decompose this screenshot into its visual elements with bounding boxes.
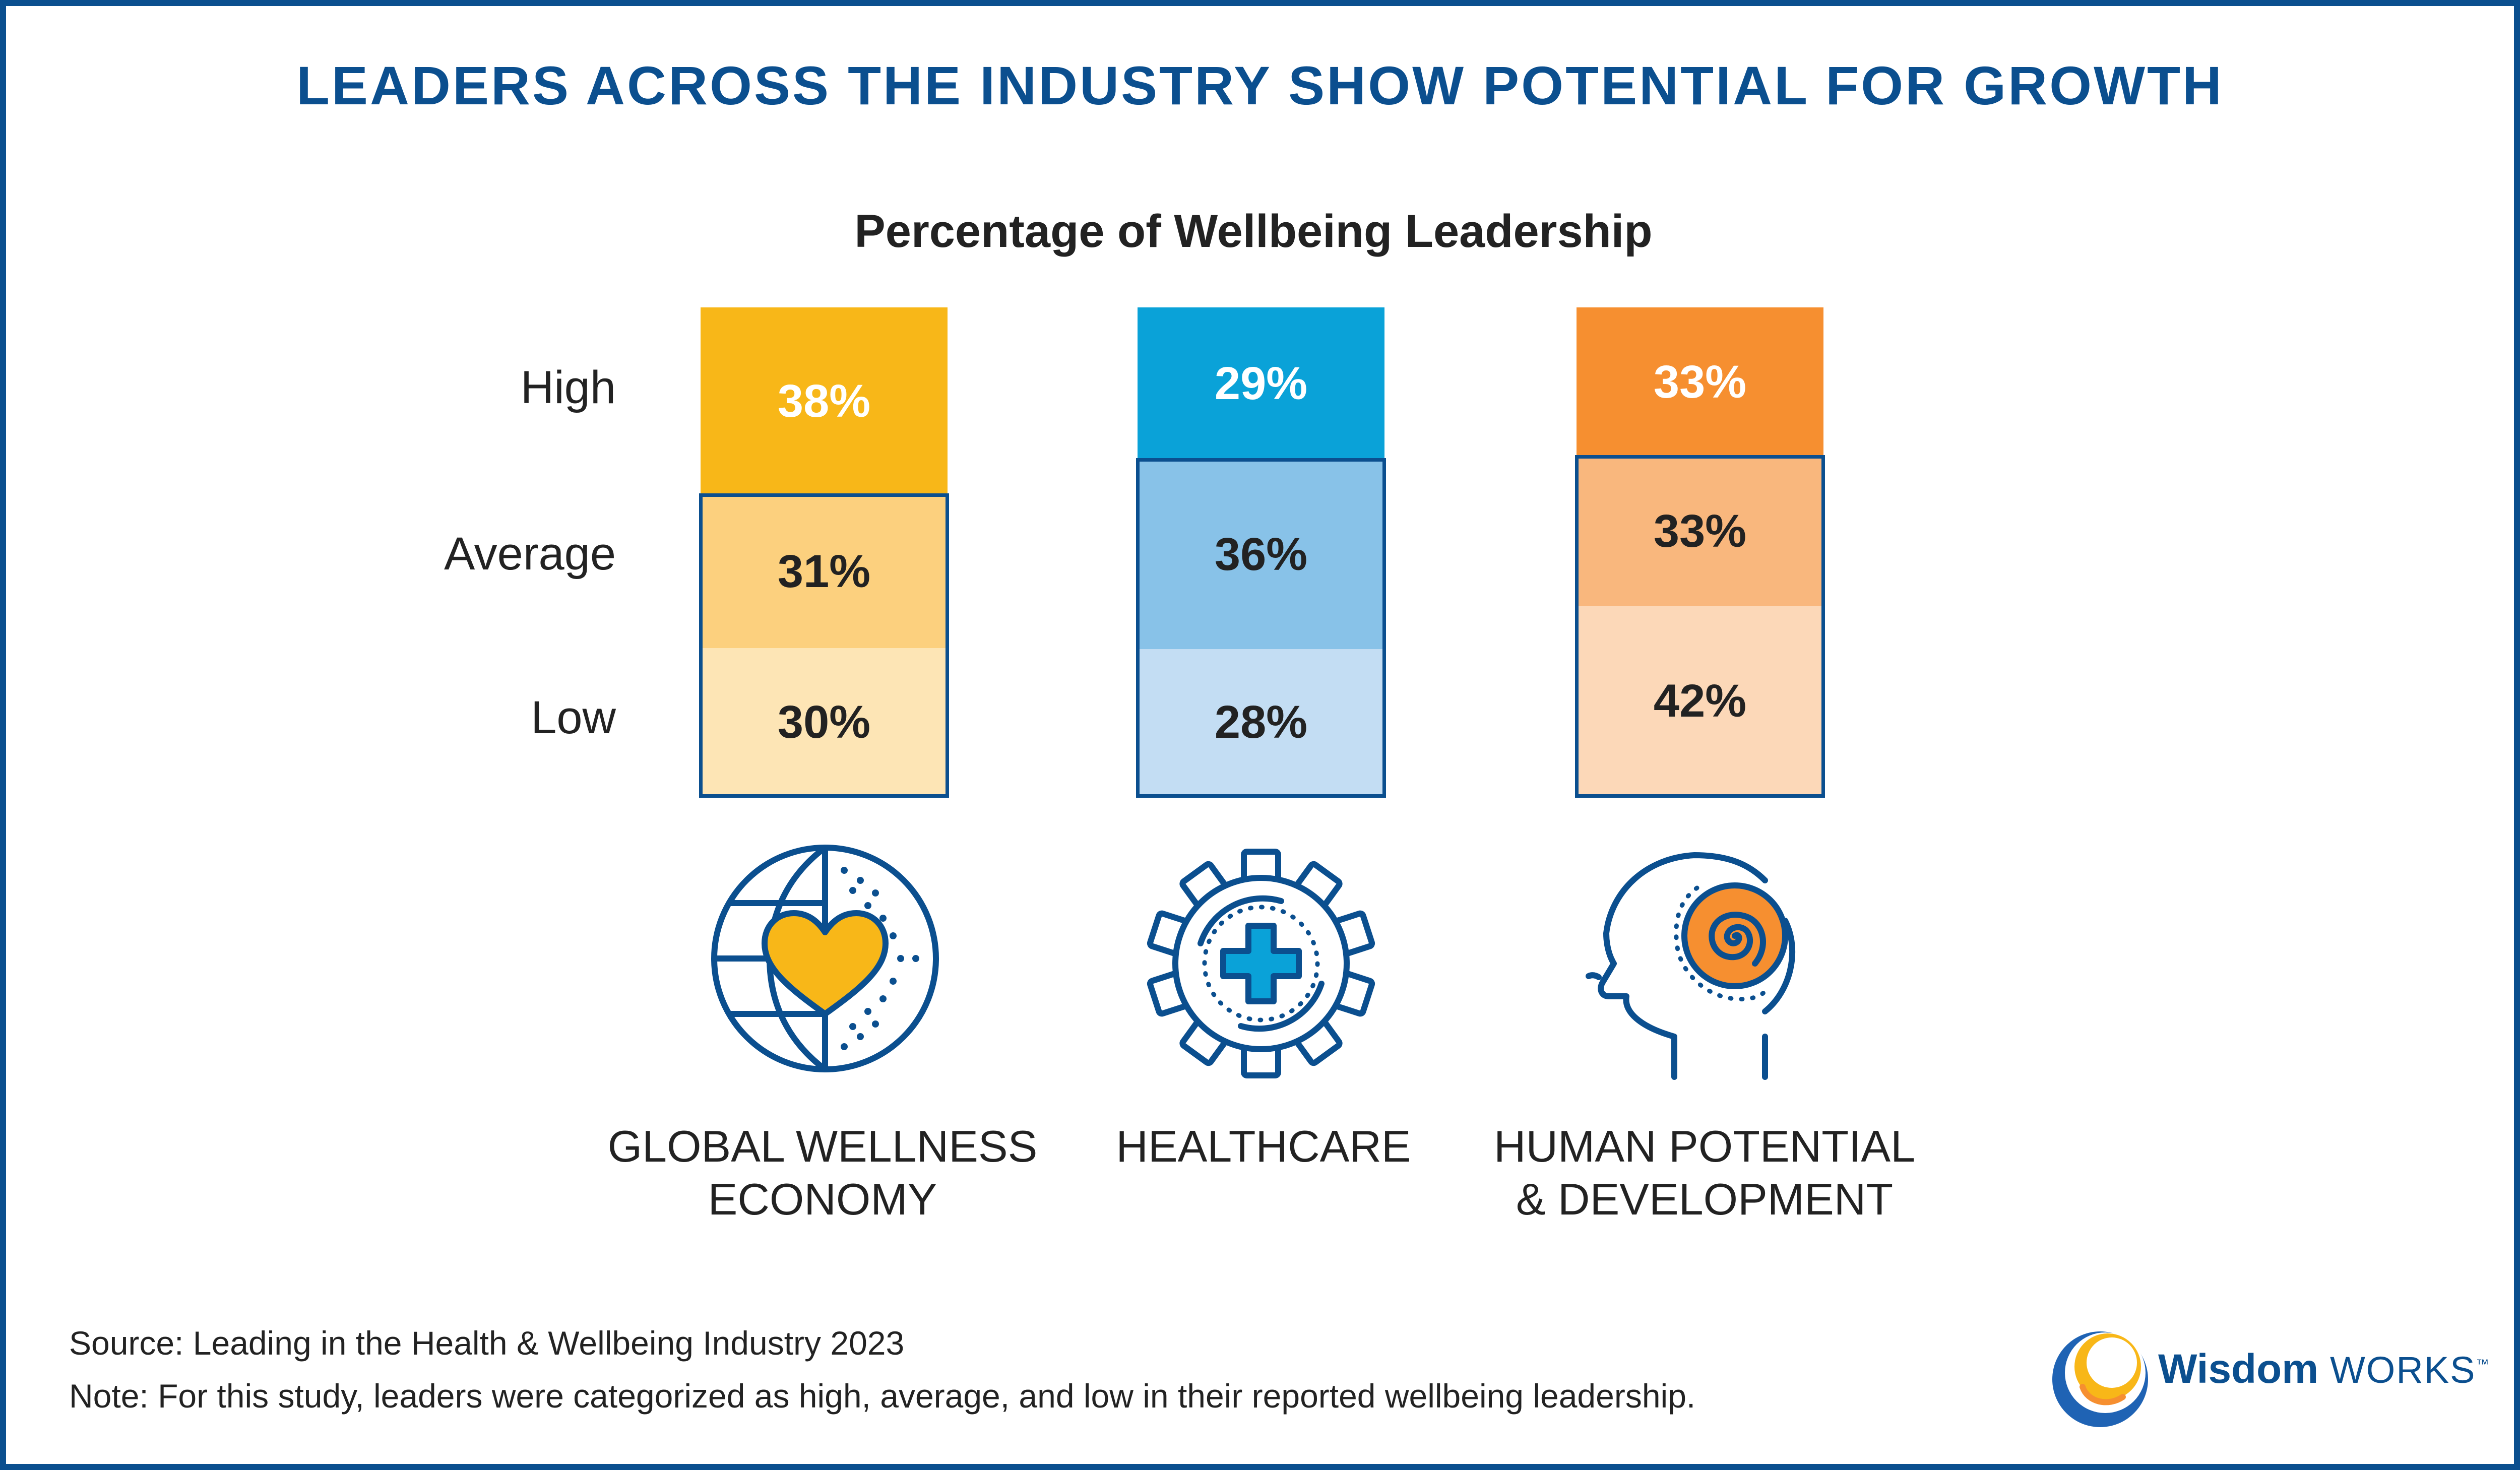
category-label-line: & DEVELOPMENT — [1516, 1174, 1894, 1224]
row-label-high: High — [520, 362, 616, 413]
row-label-average: Average — [444, 528, 616, 580]
category-label-line: HUMAN POTENTIAL — [1493, 1121, 1916, 1171]
category-label-healthcare: HEALTHCARE — [1012, 1120, 1516, 1173]
data-label-high: 29% — [1214, 357, 1308, 409]
source-note: Source: Leading in the Health & Wellbein… — [69, 1324, 905, 1362]
head-spiral-icon — [1586, 852, 1796, 1080]
wisdom-works-logo: Wisdom WORKS™ — [2042, 1316, 2489, 1432]
data-label-high: 33% — [1653, 356, 1747, 408]
chart-title: Percentage of Wellbeing Leadership — [854, 206, 1653, 257]
category-label-line: HEALTHCARE — [1116, 1121, 1411, 1171]
headline: LEADERS ACROSS THE INDUSTRY SHOW POTENTI… — [296, 55, 2224, 116]
bar-outline-average-low — [1575, 455, 1825, 798]
category-label-human-potential: HUMAN POTENTIAL & DEVELOPMENT — [1453, 1120, 1957, 1226]
category-label-line: GLOBAL WELLNESS — [607, 1121, 1038, 1171]
logo-wordmark: Wisdom WORKS™ — [2158, 1346, 2489, 1393]
study-note: Note: For this study, leaders were categ… — [69, 1377, 1696, 1415]
bar-outline-average-low — [699, 493, 949, 798]
bar-segment-high: 33% — [1577, 307, 1823, 457]
gear-medical-cross-icon — [1147, 849, 1375, 1078]
globe-heart-icon — [711, 845, 939, 1072]
bar-outline-average-low — [1136, 458, 1386, 798]
bar-segment-high: 29% — [1138, 307, 1384, 460]
category-label-line: ECONOMY — [708, 1174, 937, 1224]
trademark-mark: ™ — [2476, 1356, 2489, 1372]
bar-segment-high: 38% — [701, 307, 948, 495]
row-label-low: Low — [531, 692, 616, 743]
category-label-global-wellness: GLOBAL WELLNESS ECONOMY — [571, 1120, 1075, 1226]
logo-word-wisdom: Wisdom — [2158, 1346, 2319, 1392]
data-label-high: 38% — [777, 375, 871, 427]
logo-word-works: WORKS — [2329, 1349, 2476, 1391]
logo-swirl-icon — [2052, 1331, 2148, 1427]
